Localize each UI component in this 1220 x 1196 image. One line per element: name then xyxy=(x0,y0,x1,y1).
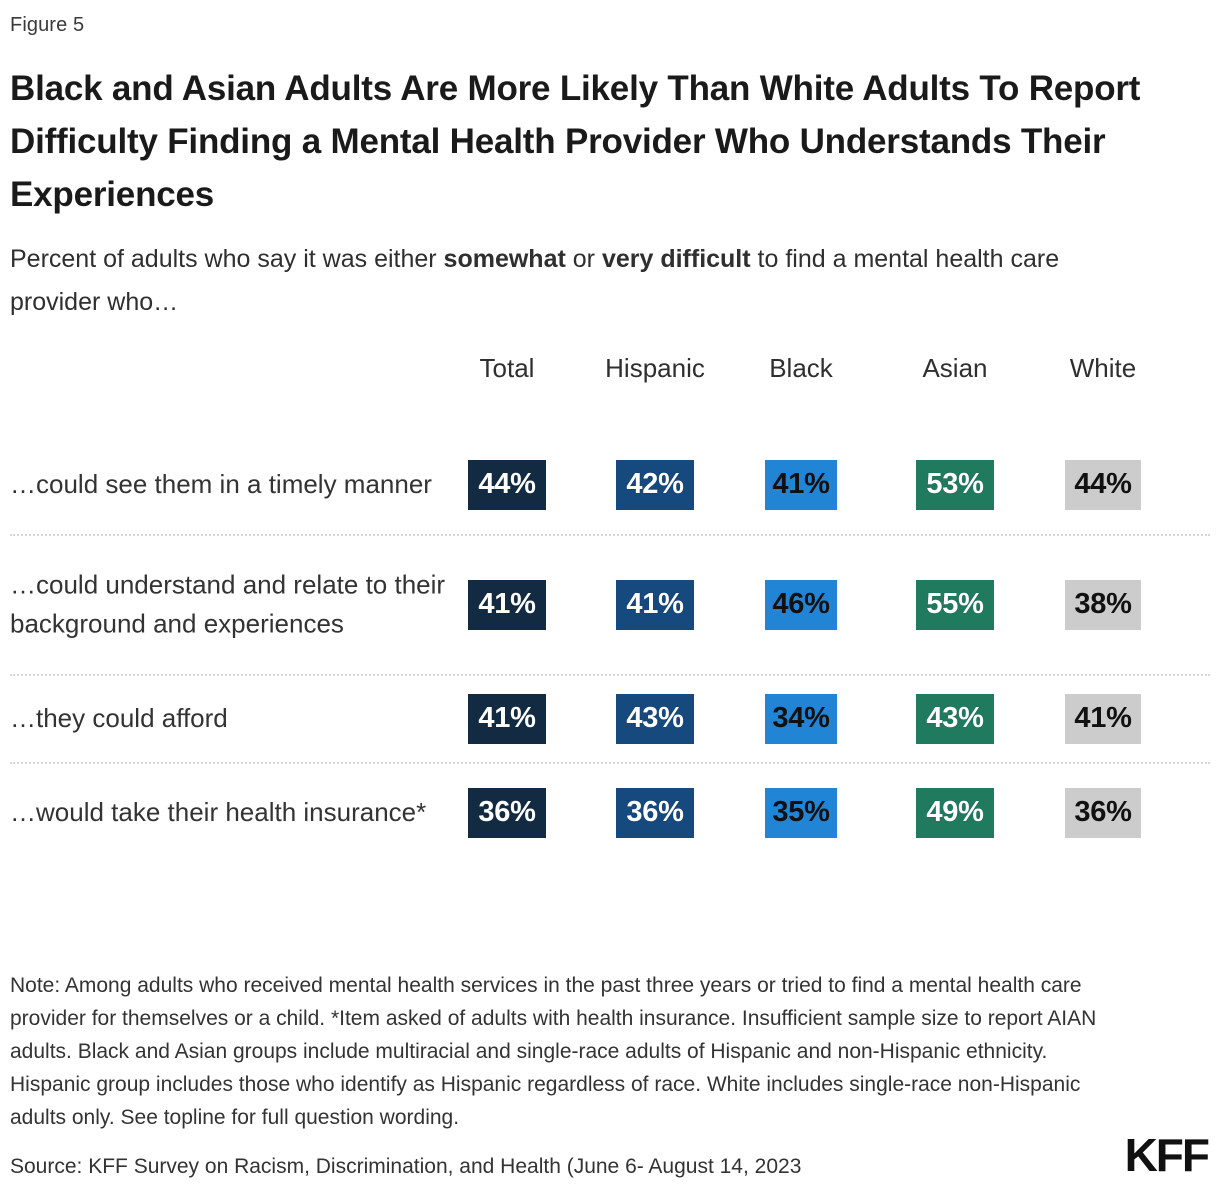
data-cell: 41% xyxy=(616,579,694,630)
data-cell: 35% xyxy=(765,787,837,838)
subtitle-part-3: to find a mental health care provider wh… xyxy=(10,244,1060,316)
data-cell: 34% xyxy=(765,693,837,744)
table-row: …they could afford 41% 43% 34% 43% 41% xyxy=(10,676,1210,764)
cell-value: 41% xyxy=(478,702,536,735)
cell-value: 36% xyxy=(1074,796,1132,829)
cell-value: 53% xyxy=(926,468,984,501)
cell-value: 41% xyxy=(1074,702,1132,735)
cell-value: 38% xyxy=(1074,588,1132,621)
data-cell: 41% xyxy=(468,579,546,630)
data-cell: 36% xyxy=(1065,787,1141,838)
chart-title: Black and Asian Adults Are More Likely T… xyxy=(10,69,1141,215)
subtitle-bold-somewhat: somewhat xyxy=(443,244,566,273)
cell-value: 36% xyxy=(478,796,536,829)
data-cell: 44% xyxy=(468,459,546,510)
footnote-source: Source: KFF Survey on Racism, Discrimina… xyxy=(10,1154,802,1178)
data-cell: 43% xyxy=(916,693,994,744)
table-row: …could understand and relate to their ba… xyxy=(10,536,1210,676)
column-header-hispanic: Hispanic xyxy=(605,352,705,383)
data-cell: 43% xyxy=(616,693,694,744)
cell-value: 35% xyxy=(772,796,830,829)
row-label: …could see them in a timely manner xyxy=(10,468,432,499)
cell-value: 55% xyxy=(926,588,984,621)
figure-label: Figure 5 xyxy=(10,14,85,36)
cell-value: 43% xyxy=(626,702,684,735)
data-cell: 46% xyxy=(765,579,837,630)
cell-value: 36% xyxy=(626,796,684,829)
data-cell: 36% xyxy=(616,787,694,838)
data-cell: 36% xyxy=(468,787,546,838)
data-cell: 55% xyxy=(916,579,994,630)
subtitle-part-2: or xyxy=(565,244,602,273)
cell-value: 42% xyxy=(626,468,684,501)
data-cell: 42% xyxy=(616,459,694,510)
footnote-note: Note: Among adults who received mental h… xyxy=(10,973,1097,1130)
cell-value: 41% xyxy=(772,468,830,501)
data-cell: 38% xyxy=(1065,579,1141,630)
column-header-row: Total Hispanic Black Asian White xyxy=(10,350,1210,436)
column-header-black: Black xyxy=(769,352,833,383)
data-table: Total Hispanic Black Asian White …could see … xyxy=(10,350,1210,862)
cell-value: 34% xyxy=(772,702,830,735)
data-cell: 41% xyxy=(468,693,546,744)
data-cell: 41% xyxy=(1065,693,1141,744)
cell-value: 43% xyxy=(926,702,984,735)
data-cell: 49% xyxy=(916,787,994,838)
cell-value: 41% xyxy=(478,588,536,621)
table-body: …could see them in a timely manner 44% 42%… xyxy=(10,436,1210,862)
data-cell: 44% xyxy=(1065,459,1141,510)
column-header-asian: Asian xyxy=(922,352,988,383)
cell-value: 44% xyxy=(1074,468,1132,501)
cell-value: 46% xyxy=(772,588,830,621)
column-header-white: White xyxy=(1069,352,1137,383)
cell-value: 49% xyxy=(926,796,984,829)
data-cell: 53% xyxy=(916,459,994,510)
row-label: …could understand and relate to their ba… xyxy=(10,569,446,639)
row-label: …would take their health insurance* xyxy=(10,796,427,827)
table-row: …would take their health insurance* 36% 36… xyxy=(10,764,1210,862)
kff-logo: KFF xyxy=(1124,1129,1210,1181)
row-label: …they could afford xyxy=(10,702,228,733)
figure-footer: Note: Among adults who received mental h… xyxy=(10,969,1210,1196)
subtitle-part-1: Percent of adults who say it was either xyxy=(10,244,444,273)
cell-value: 44% xyxy=(478,468,536,501)
column-header-total: Total xyxy=(479,352,535,383)
data-cell: 41% xyxy=(765,459,837,510)
cell-value: 41% xyxy=(626,588,684,621)
subtitle-bold-very-difficult: very difficult xyxy=(601,244,751,273)
chart-subtitle: Percent of adults who say it was either … xyxy=(10,238,1140,324)
table-row: …could see them in a timely manner 44% 42%… xyxy=(10,436,1210,536)
